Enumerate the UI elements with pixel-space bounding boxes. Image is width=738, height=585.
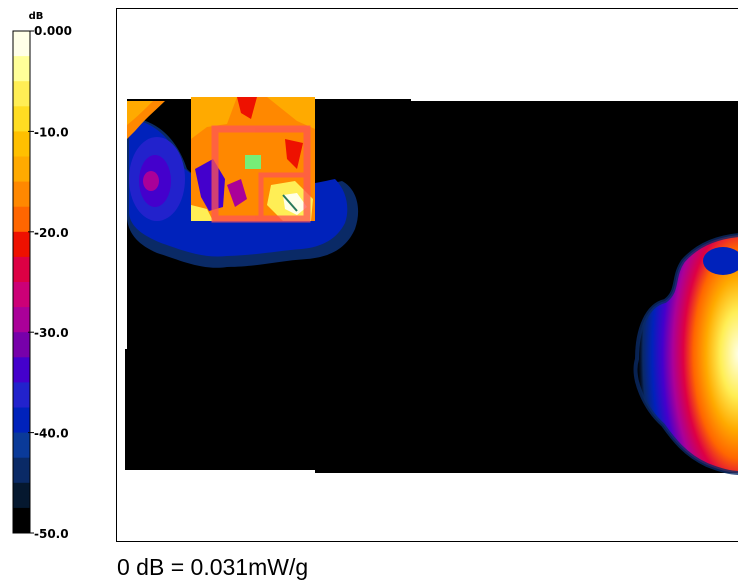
colorbar-step [13, 206, 30, 233]
inner-cube-frame [258, 172, 310, 222]
field-region-right [635, 235, 738, 473]
color-scale: dB 0.000 -10.0 -20.0 -30.0 -40.0 -50.0 [12, 11, 72, 541]
colorbar-steps [13, 31, 30, 534]
colorbar-tick-label: -50.0 [34, 527, 69, 541]
colorbar-tick-label: -20.0 [34, 226, 69, 240]
zoom-region-bright-core [283, 193, 307, 215]
colorbar-step [13, 432, 30, 459]
colorbar-step [13, 131, 30, 157]
zoom-region-hot-a [191, 97, 237, 139]
zoom-region-magenta [227, 179, 247, 207]
zoom-region-hot-b [267, 97, 315, 129]
colorbar-tick-label: -40.0 [34, 427, 69, 441]
colorbar-ticks: 0.000 -10.0 -20.0 -30.0 -40.0 -50.0 [28, 24, 72, 541]
colorbar-frame [12, 30, 31, 534]
heatmap-canvas [125, 97, 738, 475]
colorbar-step [13, 407, 30, 434]
zoom-region-corner [191, 205, 213, 221]
colorbar-step [13, 56, 30, 82]
colorbar-step [13, 482, 30, 509]
field-lobe-left-peak [143, 171, 159, 191]
colorbar-tick-label: -30.0 [34, 326, 69, 340]
edge-highlight-left-inner [127, 101, 153, 125]
sar-distribution-plot [116, 8, 738, 542]
field-region-right-outline [633, 233, 738, 475]
colorbar-step [13, 231, 30, 258]
colorbar-step [13, 256, 30, 283]
colorbar-step [13, 31, 30, 57]
zoom-region-red-a [237, 97, 257, 119]
cube-overlay [211, 125, 311, 223]
colorbar-tick-label: -10.0 [34, 125, 69, 139]
colorbar-step [13, 106, 30, 132]
colorbar-step [13, 156, 30, 183]
field-lobe-right-upper [703, 247, 738, 275]
colorbar-step [13, 282, 30, 308]
colorbar-step [13, 181, 30, 208]
colorbar-tick-label: 0.000 [34, 24, 72, 38]
colorbar-step [13, 357, 30, 383]
colorbar-step [13, 307, 30, 333]
colorbar-unit: dB [29, 11, 44, 22]
reference-note: 0 dB = 0.031mW/g [117, 554, 309, 580]
colorbar-step [13, 81, 30, 107]
peak-location-marker [245, 155, 261, 169]
zoom-region-red-b [285, 139, 303, 169]
zoom-region-diagonal [282, 194, 298, 212]
colorbar-step [13, 457, 30, 484]
colorbar-step [13, 507, 30, 534]
colorbar-step [13, 332, 30, 358]
colorbar-step [13, 382, 30, 408]
